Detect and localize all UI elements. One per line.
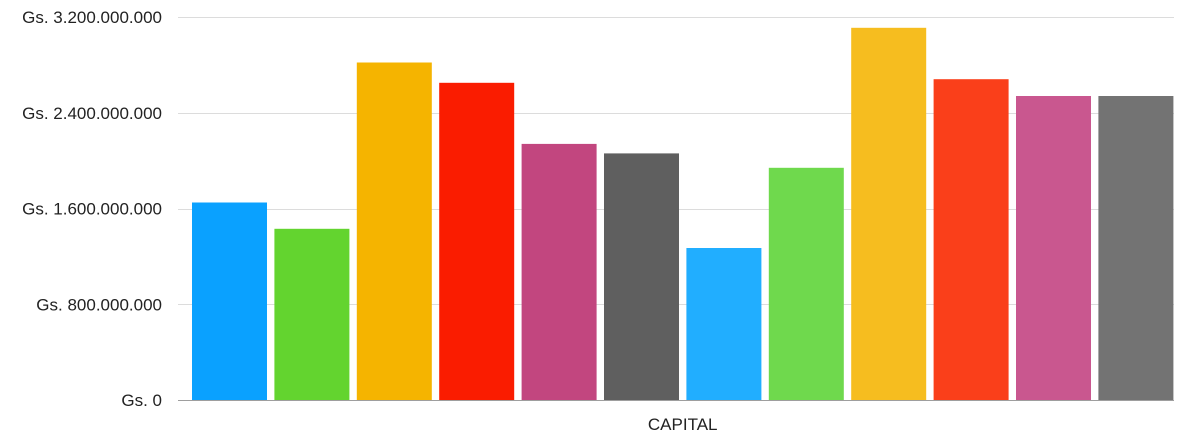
axes: Gs. 0 Gs. 800.000.000 Gs. 1.600.000.000 Gs.… [22,8,1174,434]
bar-1[interactable] [192,202,267,401]
bar-5[interactable] [521,143,597,400]
bar-2[interactable] [274,228,350,400]
bar-12[interactable] [1098,96,1174,400]
y-tick-label-3: Gs. 2.400.000.000 [22,104,162,123]
bar-10[interactable] [933,79,1009,400]
bar-8[interactable] [768,167,844,400]
y-tick-label-1: Gs. 800.000.000 [36,295,162,314]
y-tick-label-2: Gs. 1.600.000.000 [22,200,162,219]
bar-3[interactable] [356,62,432,401]
bar-6[interactable] [604,153,679,400]
bars [192,27,1174,401]
y-tick-label-0: Gs. 0 [121,391,162,410]
bar-11[interactable] [1016,96,1091,400]
bar-7[interactable] [686,248,762,400]
bar-9[interactable] [851,27,927,401]
y-tick-label-4: Gs. 3.200.000.000 [22,8,162,27]
x-category-label: CAPITAL [648,415,718,434]
bar-4[interactable] [439,82,515,401]
